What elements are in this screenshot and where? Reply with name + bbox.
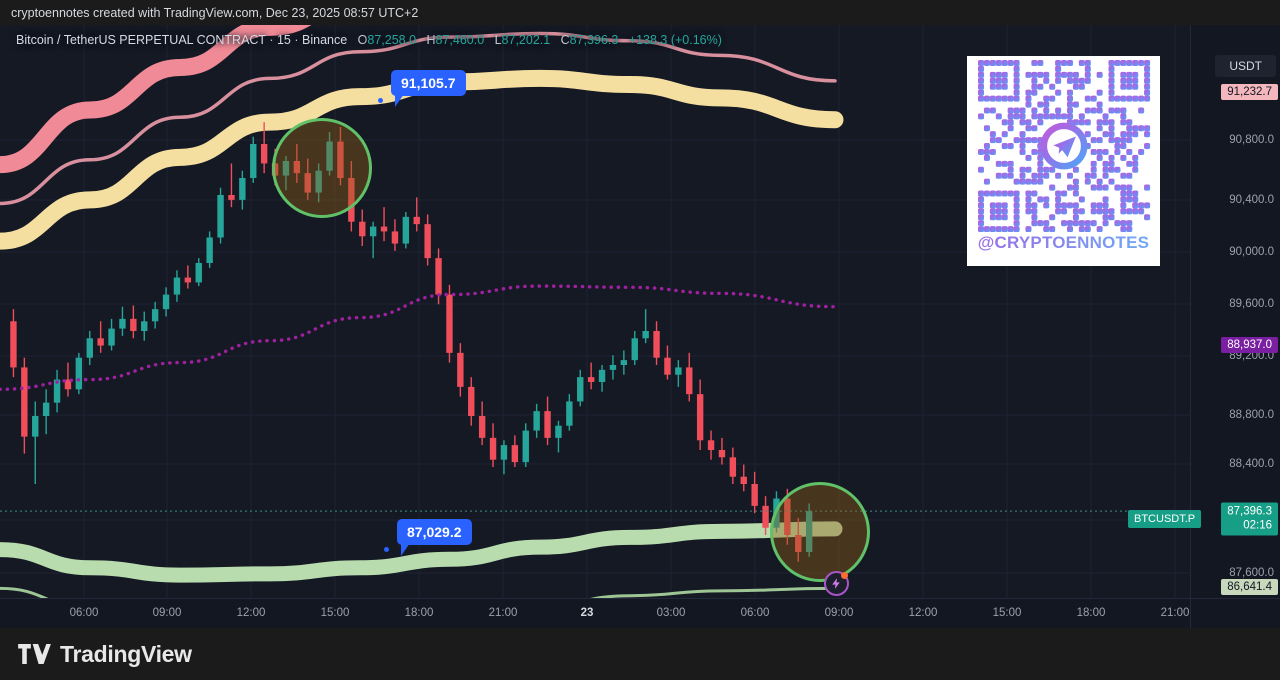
- indicator-band: [0, 25, 312, 174]
- price-tick: 88,800.0: [1229, 409, 1274, 421]
- last-price-countdown: 02:16: [1243, 519, 1272, 531]
- bolt-notification-dot: [841, 572, 848, 579]
- indicator-line: [0, 31, 837, 206]
- callout-value: 87,029.2: [407, 524, 462, 540]
- legend-sep-1: ·: [269, 33, 274, 47]
- time-tick: 09:00: [824, 607, 854, 619]
- legend-close-label: C: [560, 33, 570, 47]
- time-tick: 15:00: [320, 607, 350, 619]
- time-tick: 03:00: [656, 607, 686, 619]
- time-tick: 15:00: [992, 607, 1022, 619]
- callout-anchor-dot: [378, 98, 383, 103]
- time-tick: 12:00: [236, 607, 266, 619]
- price-tick: 90,800.0: [1229, 134, 1274, 146]
- legend-exchange: Binance: [302, 33, 348, 47]
- watermark-top-text: cryptoennotes created with TradingView.c…: [11, 5, 419, 20]
- legend-close-value: 87,396.3: [569, 33, 619, 47]
- legend-open-value: 87,258.0: [367, 33, 417, 47]
- legend-sep-2: ·: [294, 33, 299, 47]
- qr-handle-text: @CRYPTOENNOTES: [977, 233, 1150, 252]
- price-axis[interactable]: USDT 90,800.0 90,400.0 90,000.0 89,600.0 89,…: [1190, 25, 1280, 673]
- last-price-pill[interactable]: 87,396.3 02:16: [1221, 502, 1278, 536]
- tradingview-logo-icon: [18, 644, 51, 664]
- time-axis[interactable]: 06:00 09:00 12:00 15:00 18:00 21:00 23 03:00 06:…: [0, 598, 1190, 628]
- footer-bar: TradingView: [0, 628, 1280, 680]
- legend-high-label: H: [426, 33, 436, 47]
- axis-corner: [1190, 598, 1280, 628]
- qr-watermark: @CRYPTOENNOTES: [967, 56, 1160, 266]
- callout-tail-icon: [395, 94, 404, 107]
- legend-interval[interactable]: 15: [276, 33, 291, 47]
- price-tick: 90,000.0: [1229, 246, 1274, 258]
- price-tick: 89,600.0: [1229, 298, 1274, 310]
- ma-price-pill: 88,937.0: [1221, 337, 1278, 353]
- time-tick: 09:00: [152, 607, 182, 619]
- upper-band-price-pill: 91,232.7: [1221, 84, 1278, 100]
- legend-open-label: O: [357, 33, 368, 47]
- legend-high-value: 87,460.0: [435, 33, 485, 47]
- tradingview-logo-text: TradingView: [60, 640, 192, 667]
- time-tick: 21:00: [488, 607, 518, 619]
- lower-price-callout[interactable]: 87,029.2: [397, 519, 472, 556]
- price-tick: 88,400.0: [1229, 458, 1274, 470]
- callout-value: 91,105.7: [401, 75, 456, 91]
- qr-code-icon: [977, 60, 1150, 232]
- legend-symbol[interactable]: Bitcoin / TetherUS PERPETUAL CONTRACT: [16, 33, 266, 47]
- time-tick: 12:00: [908, 607, 938, 619]
- callout-anchor-dot: [384, 547, 389, 552]
- price-tick: 87,600.0: [1229, 567, 1274, 579]
- price-tick: 90,400.0: [1229, 194, 1274, 206]
- price-tick: 89,200.0: [1229, 350, 1274, 362]
- legend-change: +138.3 (+0.16%): [628, 33, 722, 47]
- lower-band-price-pill: 86,641.4: [1221, 579, 1278, 595]
- last-price-value: 87,396.3: [1227, 505, 1272, 518]
- lightning-bolt-icon[interactable]: [824, 571, 849, 596]
- legend-low-value: 87,202.1: [501, 33, 551, 47]
- time-tick: 21:00: [1160, 607, 1190, 619]
- time-tick: 23: [580, 607, 594, 619]
- time-tick: 18:00: [1076, 607, 1106, 619]
- upper-price-callout[interactable]: 91,105.7: [391, 70, 466, 107]
- watermark-top-bar: cryptoennotes created with TradingView.c…: [0, 0, 1280, 25]
- time-tick: 06:00: [740, 607, 770, 619]
- callout-tail-icon: [401, 543, 410, 556]
- symbol-tag[interactable]: BTCUSDT.P: [1128, 510, 1202, 528]
- indicator-band: [0, 521, 843, 583]
- legend-low-label: L: [494, 33, 502, 47]
- highlight-circle-top[interactable]: [272, 118, 372, 218]
- chart-legend[interactable]: Bitcoin / TetherUS PERPETUAL CONTRACT · …: [16, 33, 722, 47]
- time-tick: 06:00: [69, 607, 99, 619]
- bolt-glyph: [832, 578, 840, 589]
- moving-average-line: [0, 284, 837, 391]
- time-tick: 18:00: [404, 607, 434, 619]
- highlight-circle-bottom[interactable]: [770, 482, 870, 582]
- currency-badge[interactable]: USDT: [1215, 55, 1276, 77]
